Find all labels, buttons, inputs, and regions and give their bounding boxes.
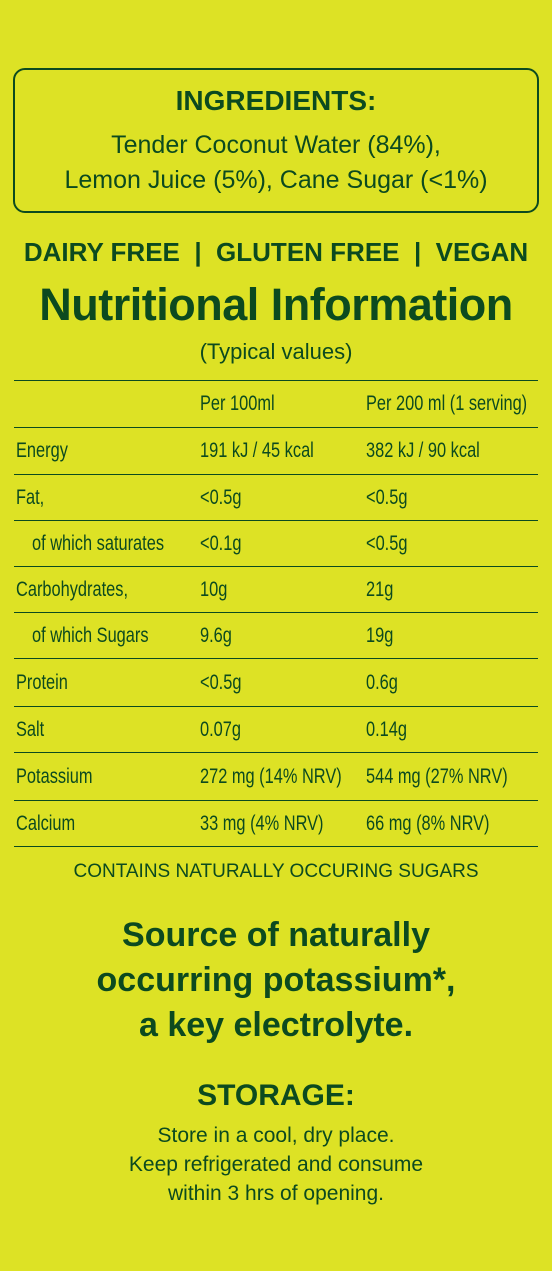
table-row: Protein <0.5g 0.6g xyxy=(14,658,538,706)
ingredients-title: INGREDIENTS: xyxy=(175,85,377,116)
table-row: Calcium 33 mg (4% NRV) 66 mg (8% NRV) xyxy=(14,800,538,847)
table-row: of which saturates <0.1g <0.5g xyxy=(14,520,538,566)
ingredients-line: Lemon Juice (5%), Cane Sugar (<1%) xyxy=(64,166,488,194)
sugars-note: CONTAINS NATURALLY OCCURING SUGARS xyxy=(73,861,479,882)
table-cell: <0.5g xyxy=(200,486,242,509)
table-cell: 10g xyxy=(200,578,228,601)
table-cell: Calcium xyxy=(16,812,76,835)
table-cell: Per 100ml xyxy=(200,392,275,415)
table-row: of which Sugars 9.6g 19g xyxy=(14,612,538,658)
ingredients-line: Tender Coconut Water (84%), xyxy=(111,131,441,159)
table-cell: 33 mg (4% NRV) xyxy=(200,812,324,835)
table-cell: <0.5g xyxy=(366,532,408,555)
storage-line: Store in a cool, dry place. xyxy=(157,1124,395,1147)
nutrition-title: Nutritional Information xyxy=(39,279,513,330)
claims: DAIRY FREE | GLUTEN FREE | VEGAN xyxy=(23,237,529,267)
table-cell: of which saturates xyxy=(32,532,165,555)
highlight-line: Source of naturally xyxy=(122,916,430,954)
table-cell: 382 kJ / 90 kcal xyxy=(366,439,480,462)
highlight-line: occurring potassium*, xyxy=(96,961,456,999)
table-cell: Per 200 ml (1 serving) xyxy=(366,392,528,415)
table-cell: 0.6g xyxy=(366,671,398,694)
table-row: Carbohydrates, 10g 21g xyxy=(14,566,538,612)
table-cell: Potassium xyxy=(16,765,93,788)
table-cell: Carbohydrates, xyxy=(16,578,128,601)
table-row: Fat, <0.5g <0.5g xyxy=(14,474,538,520)
nutrition-subtitle: (Typical values) xyxy=(199,339,353,364)
table-cell: 272 mg (14% NRV) xyxy=(200,765,342,788)
table-row: Potassium 272 mg (14% NRV) 544 mg (27% NRV… xyxy=(14,752,538,800)
table-cell: <0.5g xyxy=(366,486,408,509)
table-cell: 66 mg (8% NRV) xyxy=(366,812,490,835)
table-cell: 0.07g xyxy=(200,718,241,741)
table-cell: <0.1g xyxy=(200,532,242,555)
ingredients-box xyxy=(13,68,539,213)
table-cell: 21g xyxy=(366,578,394,601)
table-cell: 0.14g xyxy=(366,718,407,741)
table-cell: <0.5g xyxy=(200,671,242,694)
table-cell: 9.6g xyxy=(200,624,232,647)
nutrition-table: Per 100ml Per 200 ml (1 serving) Energy 191… xyxy=(14,380,538,847)
table-row: Salt 0.07g 0.14g xyxy=(14,706,538,752)
highlight-line: a key electrolyte. xyxy=(138,1006,414,1044)
table-row: Energy 191 kJ / 45 kcal 382 kJ / 90 kcal xyxy=(14,427,538,474)
table-cell: 191 kJ / 45 kcal xyxy=(200,439,314,462)
table-cell: 544 mg (27% NRV) xyxy=(366,765,508,788)
table-cell: 19g xyxy=(366,624,394,647)
table-cell: Protein xyxy=(16,671,68,694)
table-cell: Energy xyxy=(16,439,68,462)
storage-line: Keep refrigerated and consume xyxy=(128,1153,424,1176)
table-row: Per 100ml Per 200 ml (1 serving) xyxy=(14,380,538,427)
storage-title: STORAGE: xyxy=(197,1079,355,1112)
table-cell: Salt xyxy=(16,718,45,741)
table-cell: of which Sugars xyxy=(32,624,149,647)
table-cell: Fat, xyxy=(16,486,45,509)
storage-line: within 3 hrs of opening. xyxy=(168,1182,384,1205)
